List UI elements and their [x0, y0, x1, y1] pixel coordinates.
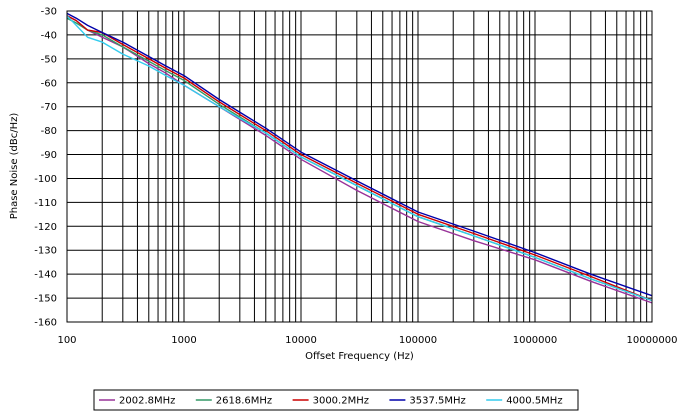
y-tick-label: -30: [41, 7, 57, 18]
x-tick-label: 1000000: [513, 335, 558, 346]
x-tick-label: 100000: [399, 335, 437, 346]
grid: [66, 10, 652, 323]
y-axis-title: Phase Noise (dBc/Hz): [9, 113, 20, 220]
y-tick-label: -150: [34, 294, 57, 305]
y-tick-label: -130: [34, 246, 57, 257]
series-line-4000.5MHz: [66, 15, 653, 302]
x-axis-ticks: 100 1000 10000 100000 1000000 10000000: [57, 335, 677, 346]
legend-label: 4000.5MHz: [506, 396, 562, 407]
x-axis-title: Offset Frequency (Hz): [305, 351, 414, 362]
y-tick-label: -90: [41, 150, 57, 161]
series-lines: [66, 12, 653, 304]
x-tick-label: 1000: [171, 335, 196, 346]
y-tick-label: -70: [41, 102, 57, 113]
series-line-3537.5MHz: [66, 12, 653, 297]
legend: 2002.8MHz 2618.6MHz 3000.2MHz 3537.5MHz 4000…: [93, 389, 579, 411]
legend-label: 2002.8MHz: [119, 396, 175, 407]
y-tick-label: -100: [34, 174, 57, 185]
plot-border: [66, 10, 653, 323]
y-tick-label: -80: [41, 126, 57, 137]
series-line-3000.2MHz: [66, 15, 653, 302]
y-tick-label: -140: [34, 270, 57, 281]
x-tick-label: 10000: [285, 335, 317, 346]
plot-area: [67, 11, 652, 322]
y-tick-label: -110: [34, 198, 57, 209]
legend-label: 3000.2MHz: [313, 396, 369, 407]
y-tick-label: -40: [41, 30, 57, 41]
x-tick-label: 100: [57, 335, 76, 346]
x-tick-label: 10000000: [627, 335, 678, 346]
legend-box: [93, 389, 579, 411]
y-tick-label: -120: [34, 222, 57, 233]
legend-label: 2618.6MHz: [216, 396, 272, 407]
y-axis-ticks: -30 -40 -50 -60 -70 -80 -90 -100 -110 -120 -130 -14…: [34, 7, 57, 329]
y-tick-label: -50: [41, 54, 57, 65]
y-tick-label: -60: [41, 78, 57, 89]
legend-label: 3537.5MHz: [409, 396, 465, 407]
y-tick-label: -160: [34, 318, 57, 329]
